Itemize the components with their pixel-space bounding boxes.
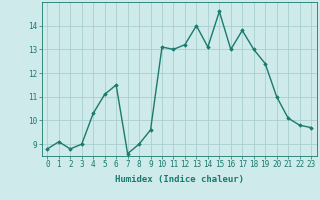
X-axis label: Humidex (Indice chaleur): Humidex (Indice chaleur) xyxy=(115,175,244,184)
